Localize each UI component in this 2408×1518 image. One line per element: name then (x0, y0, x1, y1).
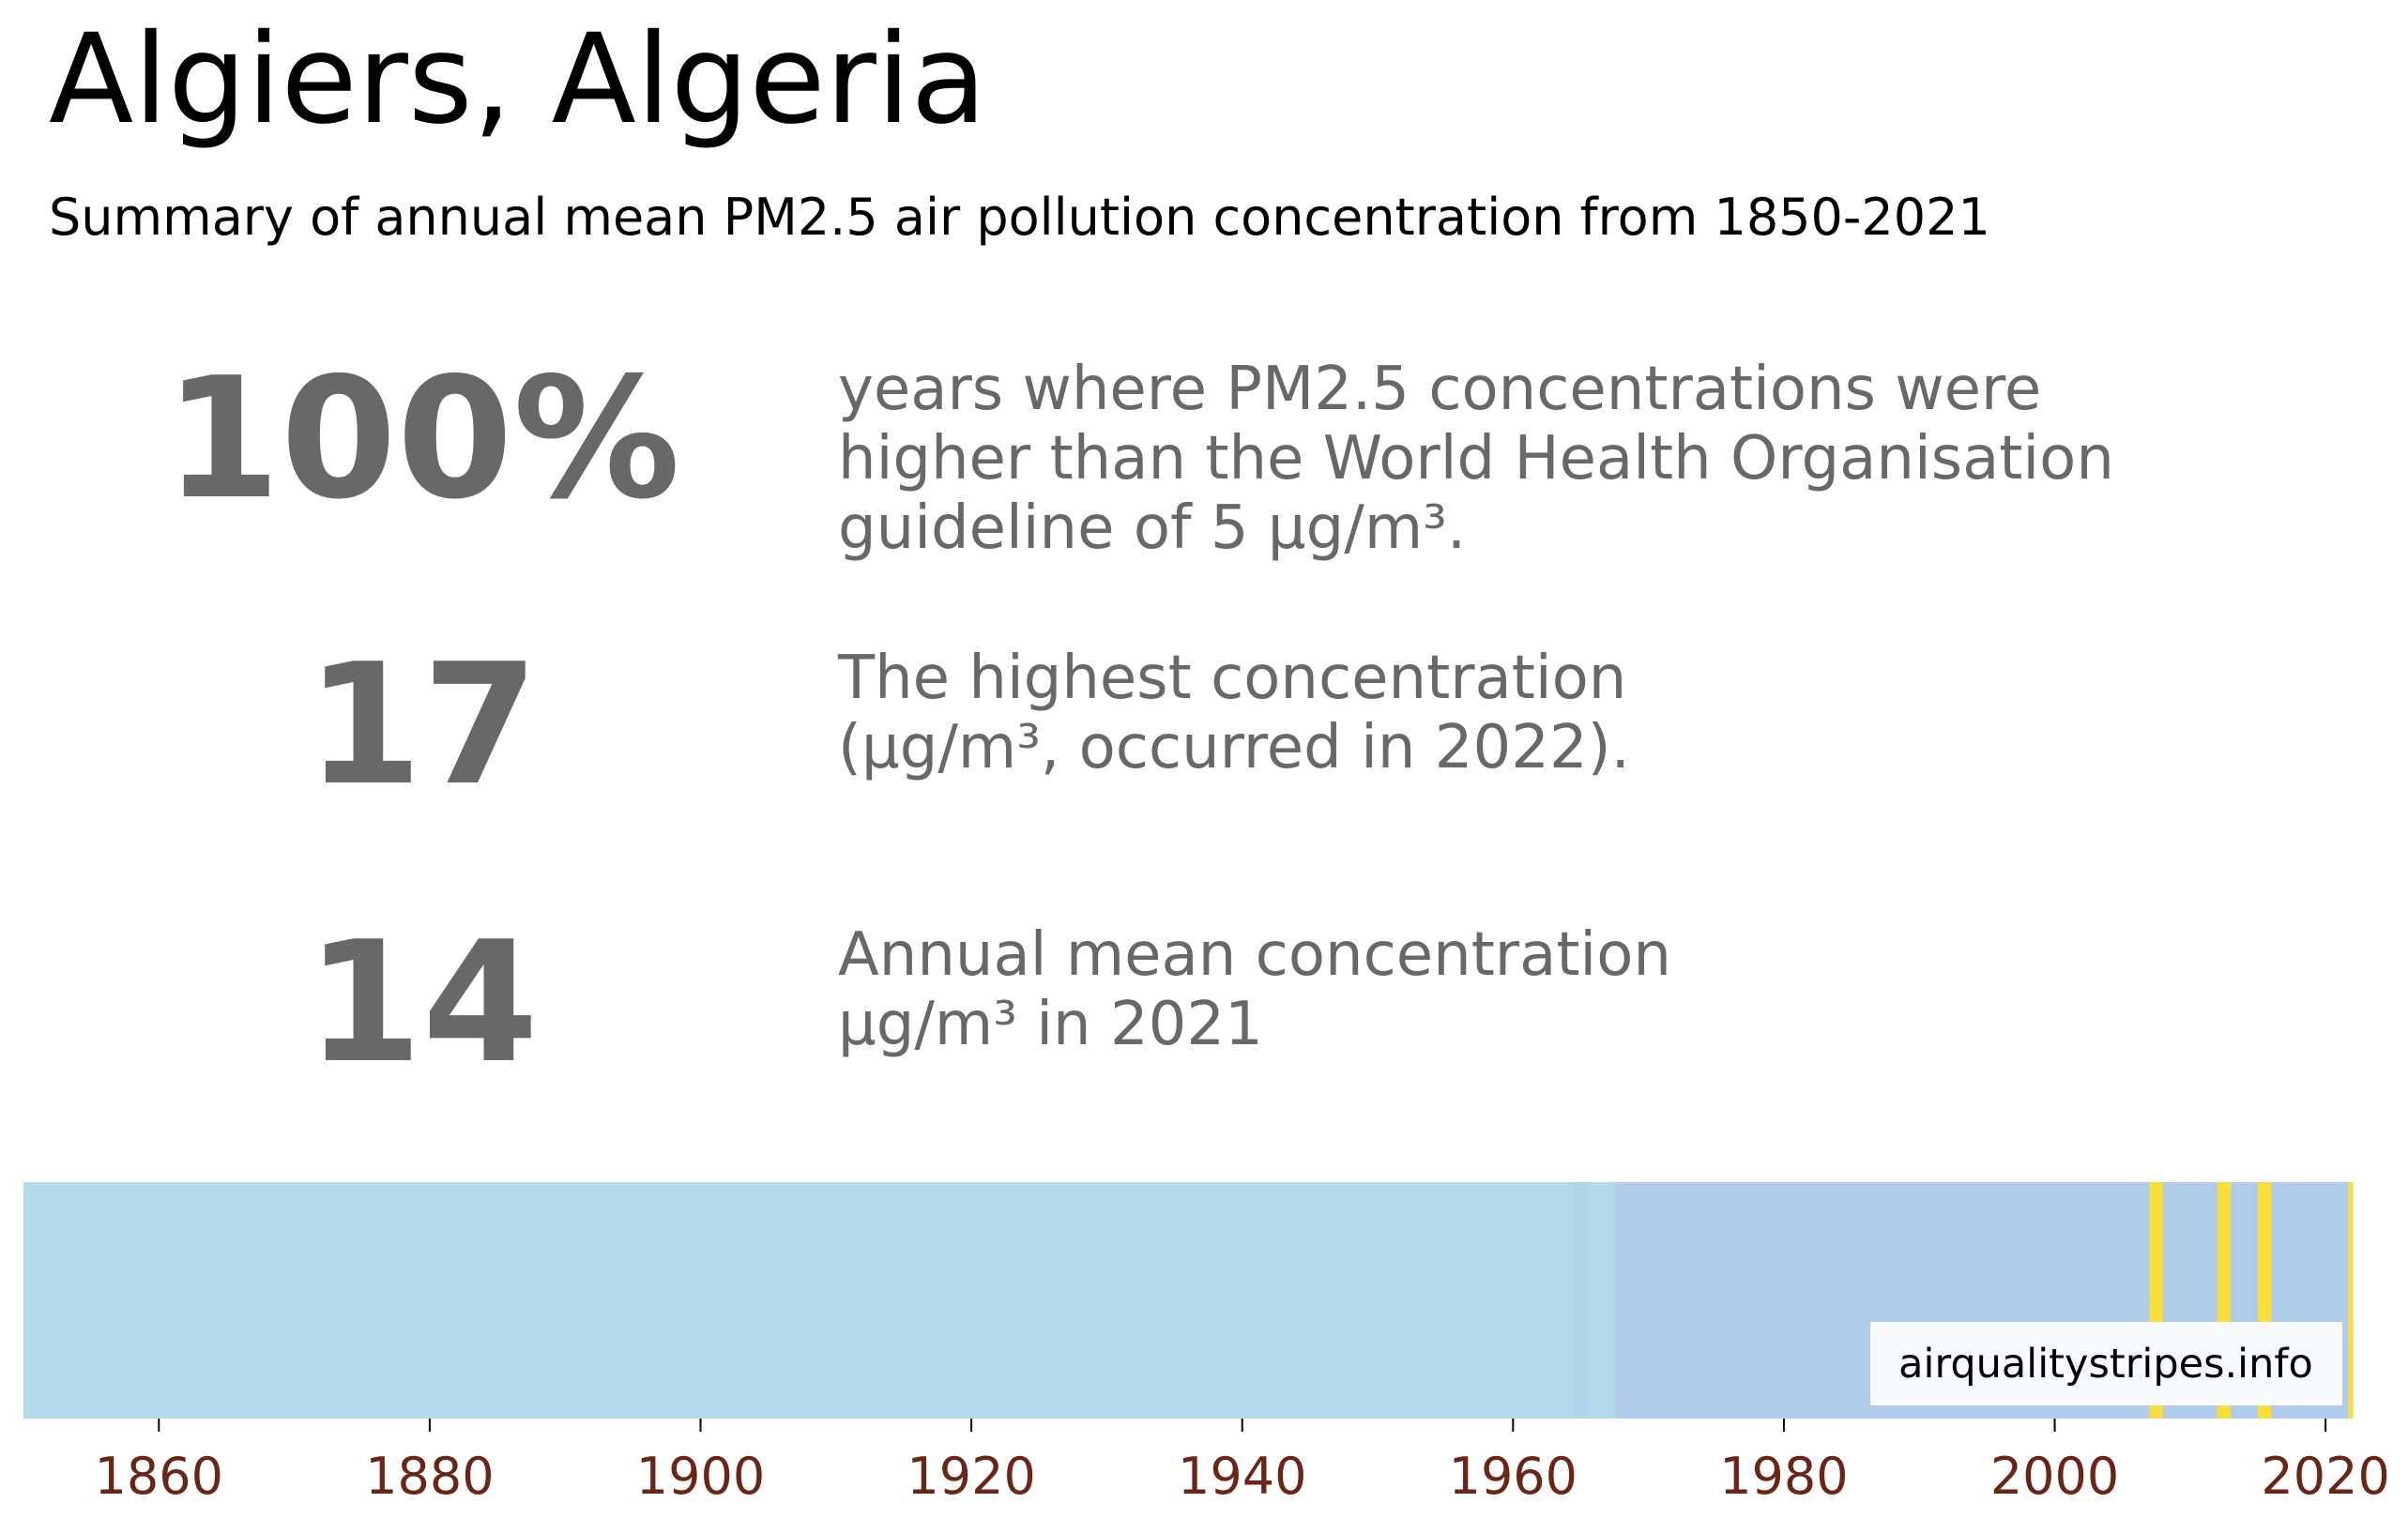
x-tick-label: 1880 (365, 1447, 494, 1506)
x-tick-label: 1920 (907, 1447, 1035, 1506)
stat-percent-line: higher than the World Health Organisatio… (838, 424, 2114, 493)
stripe-segment (1587, 1182, 1616, 1419)
x-tick-label: 1940 (1178, 1447, 1306, 1506)
stat-highest-value: 17 (306, 628, 539, 822)
stat-highest-line: (µg/m³, occurred in 2022). (838, 713, 1630, 782)
stat-annual-mean-line: µg/m³ in 2021 (838, 990, 1263, 1059)
x-tick-label: 1900 (636, 1447, 765, 1506)
stripe-segment (23, 1182, 1575, 1419)
watermark: airqualitystripes.info (1870, 1322, 2342, 1405)
x-tick-label: 2000 (1990, 1447, 2119, 1506)
x-tick-label: 2020 (2261, 1447, 2389, 1506)
stat-highest-line: The highest concentration (838, 644, 1627, 713)
stripe-segment (2348, 1182, 2354, 1419)
watermark-label: airqualitystripes.info (1898, 1341, 2313, 1388)
x-tick-label: 1960 (1449, 1447, 1577, 1506)
watermark-box (1870, 1322, 2342, 1405)
stat-percent-line: guideline of 5 µg/m³. (838, 493, 1467, 563)
stat-annual-mean-description: Annual mean concentration µg/m³ in 2021 (838, 920, 1671, 1059)
stat-percent-description: years where PM2.5 concentrations were hi… (838, 355, 2114, 563)
stat-annual-mean-line: Annual mean concentration (838, 920, 1671, 990)
stat-highest-description: The highest concentration (µg/m³, occurr… (838, 644, 1630, 782)
stat-annual-mean-value: 14 (306, 905, 539, 1100)
x-tick-label: 1860 (95, 1447, 223, 1506)
x-axis: 1860 1880 1900 1920 1940 1960 1980 2000 2020 (95, 1419, 2390, 1506)
stat-percent-value: 100% (164, 342, 680, 536)
stat-percent-line: years where PM2.5 concentrations were (838, 355, 2042, 424)
page-title: Algiers, Algeria (49, 8, 987, 152)
stripe-segment (1574, 1182, 1589, 1419)
x-tick-label: 1980 (1719, 1447, 1848, 1506)
page-subtitle: Summary of annual mean PM2.5 air polluti… (49, 188, 1990, 247)
stripe-layer (23, 1182, 2354, 1419)
